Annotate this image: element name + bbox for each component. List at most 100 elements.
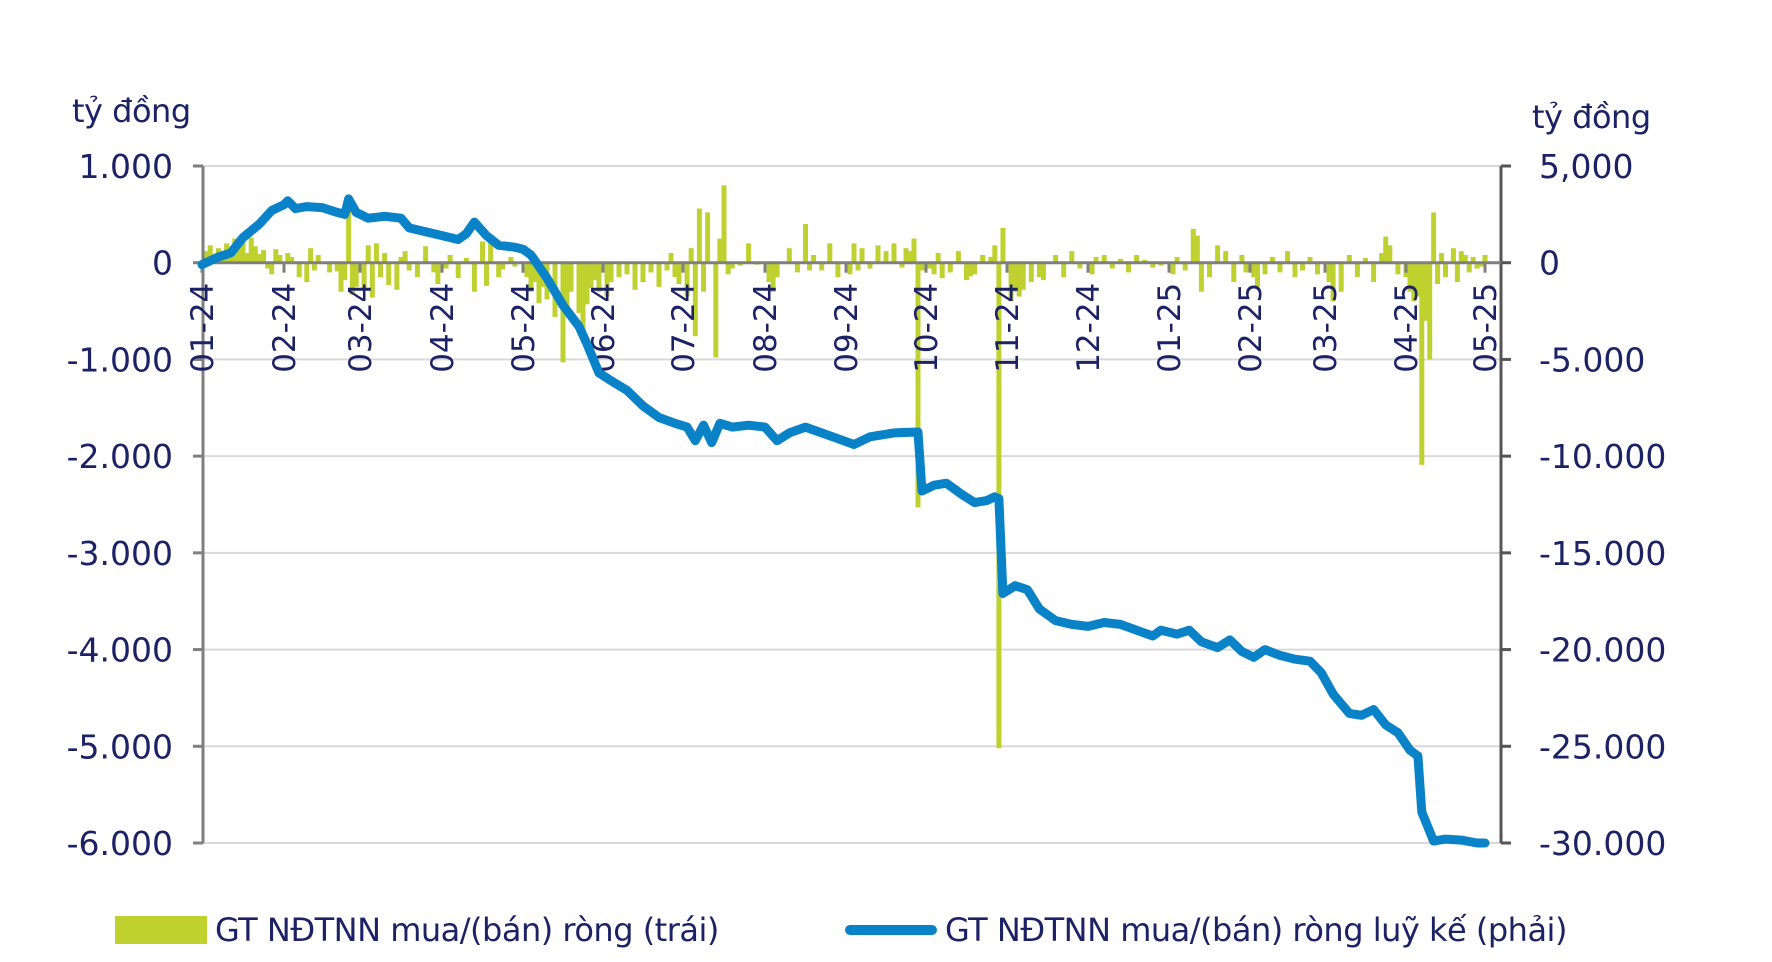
- bar: [588, 262, 594, 288]
- legend: GT NĐTNN mua/(bán) ròng (trái) GT NĐTNN …: [0, 902, 1772, 958]
- bar: [729, 262, 735, 269]
- bar: [692, 262, 698, 337]
- bar: [1262, 262, 1268, 275]
- bar: [1387, 245, 1393, 263]
- left-tick-label: -1.000: [67, 340, 173, 379]
- bar: [1170, 262, 1176, 275]
- bar: [1338, 262, 1344, 292]
- bar: [435, 262, 441, 284]
- bar: [1411, 262, 1417, 302]
- bar: [500, 262, 506, 270]
- bar: [508, 256, 514, 263]
- bar: [1354, 262, 1360, 278]
- bar: [1053, 254, 1059, 263]
- x-tick-label: 03-24: [343, 283, 379, 373]
- x-tick-label: 11-24: [990, 283, 1026, 373]
- bar: [955, 251, 961, 263]
- bar: [684, 262, 690, 297]
- bar: [431, 262, 437, 273]
- bar: [770, 262, 776, 292]
- right-tick-label: -5.000: [1539, 340, 1645, 379]
- bar: [903, 248, 909, 263]
- bar: [1474, 262, 1480, 269]
- legend-bar-swatch: [115, 916, 207, 944]
- bar: [378, 262, 383, 278]
- bar: [1458, 251, 1464, 263]
- bar: [1182, 262, 1188, 271]
- bar: [968, 262, 974, 277]
- bar: [1379, 253, 1385, 263]
- bar: [664, 262, 670, 271]
- bar: [847, 262, 853, 275]
- left-tick-label: -3.000: [67, 534, 173, 573]
- bar: [696, 208, 702, 263]
- bar: [327, 262, 333, 273]
- bar: [261, 250, 266, 263]
- bar: [1012, 262, 1018, 292]
- bar: [1109, 262, 1115, 269]
- bar: [907, 251, 913, 263]
- bar: [827, 243, 833, 263]
- bar: [1292, 262, 1298, 278]
- bar: [819, 262, 825, 271]
- bar: [471, 262, 477, 292]
- bar: [236, 245, 242, 263]
- legend-line-swatch: [845, 925, 937, 935]
- bar: [1231, 262, 1237, 283]
- bar: [1093, 256, 1099, 263]
- left-tick-label: -2.000: [67, 437, 173, 476]
- bar: [265, 262, 271, 269]
- bar: [592, 262, 598, 281]
- bar: [835, 262, 841, 278]
- bar: [564, 262, 570, 307]
- bar: [353, 262, 359, 287]
- bar: [311, 262, 317, 271]
- bar: [1101, 254, 1107, 263]
- bar: [536, 262, 542, 304]
- right-tick-label: -10.000: [1539, 437, 1666, 476]
- bar: [480, 241, 485, 263]
- bar: [640, 262, 646, 283]
- bar: [608, 262, 614, 283]
- bar: [443, 262, 449, 269]
- bar: [1435, 262, 1441, 284]
- bar: [1020, 262, 1026, 290]
- bar: [1431, 212, 1437, 263]
- bar: [1443, 262, 1448, 278]
- bar: [807, 262, 813, 271]
- bar: [346, 200, 352, 263]
- bar: [1077, 262, 1083, 269]
- bar: [1174, 256, 1180, 263]
- bar: [1454, 262, 1460, 283]
- bar: [349, 262, 355, 295]
- bar: [1190, 228, 1196, 263]
- bar: [488, 238, 494, 263]
- bar: [774, 262, 780, 278]
- bar: [382, 253, 388, 263]
- left-axis-unit: tỷ đồng: [72, 92, 191, 130]
- legend-line-label: GT NĐTNN mua/(bán) ròng luỹ kế (phải): [945, 911, 1567, 949]
- bar: [580, 262, 586, 331]
- bar: [701, 262, 706, 292]
- bar: [244, 253, 250, 263]
- bar: [915, 262, 921, 508]
- bar: [883, 251, 889, 263]
- right-tick-label: -20.000: [1539, 631, 1666, 670]
- bar: [947, 262, 953, 273]
- bar: [1150, 262, 1156, 268]
- chart-area: 01-24 02-24 03-24 04-24 05-24 06-24 07-24 08-24…: [67, 147, 1667, 863]
- bar: [1270, 256, 1275, 263]
- bar: [688, 248, 694, 263]
- bar: [463, 257, 469, 263]
- bar: [624, 262, 630, 275]
- bar: [988, 256, 994, 263]
- gridlines: [203, 165, 1501, 844]
- x-axis-labels: 01-24 02-24 03-24 04-24 05-24 06-24 07-24 08-24…: [185, 283, 1504, 373]
- left-tick-label: -6.000: [67, 824, 173, 863]
- bar: [269, 262, 275, 275]
- bar: [1277, 262, 1283, 273]
- x-tick-label: 04-25: [1389, 283, 1425, 373]
- bar: [1194, 235, 1200, 263]
- bar: [304, 262, 310, 283]
- bar: [1383, 236, 1389, 263]
